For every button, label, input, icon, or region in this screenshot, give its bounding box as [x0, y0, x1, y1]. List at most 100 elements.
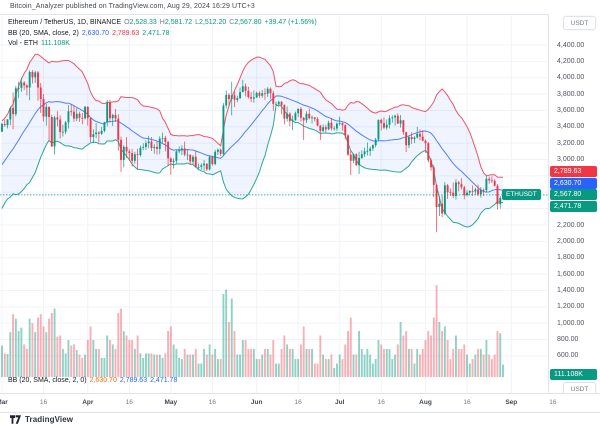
candle-body	[311, 117, 313, 119]
volume-bar	[48, 318, 51, 377]
volume-bar	[78, 354, 81, 377]
candle-body	[299, 108, 302, 118]
volume-bar	[316, 363, 319, 377]
candle-body	[396, 115, 399, 124]
volume-bar	[435, 285, 438, 377]
candle-body	[131, 153, 134, 161]
candle-body	[286, 113, 289, 119]
bb-lower-line	[1, 104, 504, 228]
bb-upper-line	[1, 53, 504, 178]
volume-bar	[150, 353, 153, 377]
volume-badge: 111.108K	[550, 368, 597, 380]
candle-body	[106, 102, 109, 123]
price-axis-label: 2,200.00	[557, 221, 585, 229]
candle-body	[474, 189, 477, 192]
volume-bar	[106, 335, 109, 377]
volume-bar	[183, 348, 186, 377]
volume-legend-row[interactable]: Vol - ETH 111.108K	[8, 39, 70, 48]
time-axis-tick-aug: Aug	[419, 399, 432, 406]
candle-body	[324, 127, 327, 130]
tradingview-branding[interactable]: TradingView	[10, 414, 73, 425]
tradingview-brand-text: TradingView	[25, 415, 74, 424]
candle-body	[485, 178, 488, 191]
candle-body	[413, 137, 416, 140]
candle-body	[432, 167, 435, 185]
candle-body	[499, 198, 502, 205]
currency-toggle-top[interactable]: USDT	[563, 16, 596, 30]
price-axis-label: 2,000.00	[557, 237, 585, 245]
time-axis[interactable]: Mar 16 Apr 16 May 16 Jun 16 Jul 16 Aug 16 Sep 16	[0, 393, 600, 413]
candle-body	[122, 146, 125, 160]
candle-body	[294, 113, 297, 121]
volume-bar	[455, 335, 457, 377]
pane2-bb-legend-row[interactable]: BB (20, SMA, close, 2, 0) 2,630.70 2,789.6…	[8, 376, 177, 385]
volume-bar	[120, 308, 122, 377]
volume-label: Vol - ETH	[8, 39, 38, 47]
volume-bar	[446, 339, 449, 377]
volume-bar	[233, 331, 236, 377]
candle-body	[266, 88, 269, 94]
currency-toggle-bottom[interactable]: USDT	[563, 382, 596, 396]
candle-body	[443, 185, 446, 214]
volume-bar	[335, 363, 338, 377]
candle-body	[239, 92, 241, 99]
volume-bar	[449, 359, 452, 377]
volume-bar	[42, 326, 45, 377]
volume-bar	[399, 322, 402, 377]
bb-band-fill	[2, 54, 504, 227]
candle-body	[228, 94, 230, 99]
volume-bar	[153, 354, 156, 377]
candle-body	[128, 151, 131, 153]
candle-body	[468, 191, 471, 193]
volume-bar	[219, 359, 222, 377]
candle-body	[244, 86, 247, 91]
volume-bar	[258, 359, 261, 377]
candle-body	[34, 72, 37, 78]
volume-bar	[1, 345, 3, 377]
volume-bar	[255, 359, 258, 377]
volume-bar	[457, 348, 460, 377]
price-axis-label: 4,400.00	[557, 41, 585, 49]
volume-bar	[388, 348, 391, 377]
candle-body	[383, 123, 385, 128]
volume-bar	[275, 363, 277, 377]
candle-body	[264, 93, 266, 95]
volume-bar	[39, 314, 42, 377]
volume-bar	[355, 354, 358, 377]
candle-body	[316, 119, 319, 126]
candle-body	[153, 146, 156, 149]
candle-body	[313, 117, 316, 120]
candle-body	[402, 120, 405, 133]
candle-body	[114, 114, 117, 119]
candle-body	[23, 82, 26, 86]
volume-bar	[70, 345, 73, 377]
volume-bar	[89, 326, 92, 377]
volume-value: 111.108K	[40, 39, 70, 47]
candle-body	[277, 101, 280, 104]
candle-body	[355, 154, 358, 166]
volume-bar	[139, 353, 142, 377]
bb-label: BB (20, SMA, close, 2)	[8, 29, 79, 37]
price-chart-canvas[interactable]	[0, 14, 548, 393]
candle-body	[9, 108, 12, 120]
price-axis-label: 4,200.00	[557, 57, 585, 65]
volume-bar	[250, 348, 253, 377]
volume-bar	[230, 298, 233, 377]
candle-body	[338, 123, 341, 124]
volume-bar	[17, 331, 20, 377]
volume-bar	[37, 317, 39, 377]
price-axis[interactable]: USDT USDT 4,400.00 4,200.00 4,000.00 3,800.…	[548, 14, 600, 411]
volume-bar	[493, 354, 496, 377]
volume-bar	[286, 344, 289, 377]
volume-bar	[34, 332, 37, 377]
volume-bar	[125, 335, 128, 377]
change-value: +39.47 (+1.56%)	[264, 19, 317, 26]
symbol-legend-row[interactable]: Ethereum / TetherUS, 1D, BINANCE O2,528.3…	[8, 18, 317, 27]
candle-body	[20, 82, 23, 88]
volume-bar	[311, 348, 313, 377]
candle-body	[200, 165, 203, 167]
volume-bar	[432, 317, 435, 377]
volume-bar	[261, 354, 264, 377]
bb-legend-row[interactable]: BB (20, SMA, close, 2) 2,630.70 2,789.63 2,…	[8, 29, 170, 38]
volume-bar	[371, 363, 374, 377]
